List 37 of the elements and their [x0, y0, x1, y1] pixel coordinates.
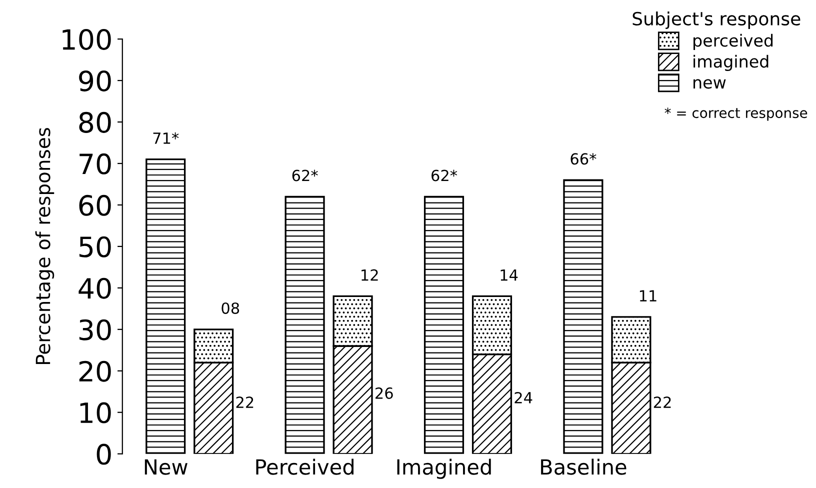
data-label: 66*	[570, 153, 596, 165]
y-tick-label: 100	[62, 28, 111, 50]
data-label: 22	[654, 396, 671, 408]
y-tick-label: 0	[96, 444, 111, 465]
data-label: 62*	[432, 170, 458, 182]
y-tick-label: 10	[80, 402, 111, 424]
data-label: 26	[376, 387, 393, 399]
data-label: 22	[236, 396, 254, 408]
bar	[146, 158, 186, 454]
y-tick-label: 20	[79, 360, 111, 382]
data-label: 14	[500, 269, 518, 281]
data-label: 24	[514, 392, 532, 404]
y-axis-title: Percentage of responses	[35, 128, 54, 364]
data-label: 12	[362, 269, 378, 281]
bar	[563, 179, 604, 454]
x-tick-label: Imagined	[397, 458, 491, 479]
legend-label: perceived	[694, 34, 773, 50]
y-tick-label: 40	[78, 278, 111, 299]
data-label: 08	[222, 302, 240, 314]
annotation: * = correct response	[664, 108, 808, 121]
y-tick-label: 60	[79, 194, 111, 216]
bar	[424, 196, 464, 454]
y-tick-label: 90	[79, 70, 111, 92]
x-tick-label: Baseline	[541, 458, 626, 475]
y-tick-label: 50	[79, 236, 111, 258]
legend-label: imagined	[694, 54, 768, 71]
data-label: 11	[640, 290, 656, 302]
x-tick-label: New	[144, 459, 188, 475]
data-label: 62*	[292, 170, 318, 182]
bar	[284, 196, 325, 454]
legend-title: Subject's response	[632, 12, 800, 30]
legend-label: new	[694, 79, 726, 89]
y-tick-label: 80	[79, 112, 111, 133]
x-tick-label: Perceived	[256, 458, 354, 475]
y-tick-label: 70	[80, 153, 111, 174]
y-tick-label: 30	[79, 319, 111, 340]
data-label: 71*	[153, 132, 179, 144]
